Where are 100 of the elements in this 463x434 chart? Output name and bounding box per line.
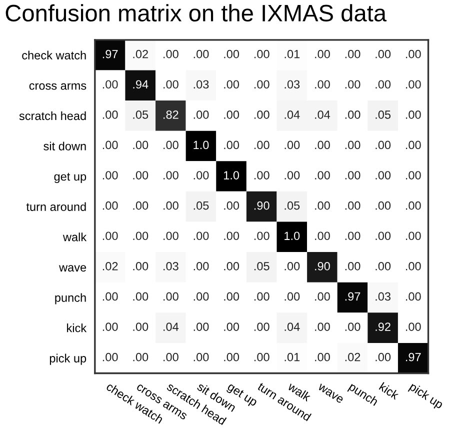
- data-label: .00: [102, 292, 118, 301]
- y-tick-label: kick: [67, 324, 87, 332]
- chart-title: Confusion matrix on the IXMAS data: [6, 4, 387, 22]
- data-label: .00: [315, 50, 330, 58]
- data-label: .00: [133, 201, 148, 210]
- data-label: 1.0: [224, 171, 240, 180]
- data-label: .00: [224, 262, 240, 270]
- data-label: .00: [102, 171, 118, 180]
- data-label: .00: [376, 262, 391, 270]
- data-label: .00: [345, 232, 360, 240]
- data-label: .00: [164, 171, 178, 180]
- y-tick-label: wave: [59, 265, 86, 272]
- data-label: .04: [284, 110, 300, 119]
- data-label: .00: [164, 50, 178, 58]
- data-label: .00: [224, 232, 240, 240]
- data-label: .00: [254, 50, 270, 58]
- data-label: .00: [254, 110, 270, 119]
- data-label: .82: [164, 110, 178, 119]
- data-label: .00: [254, 80, 270, 89]
- data-label: .00: [164, 292, 178, 301]
- data-label: .00: [194, 50, 209, 58]
- data-label: .00: [315, 232, 330, 240]
- data-label: 1.0: [284, 232, 300, 240]
- data-label: .00: [406, 80, 421, 89]
- data-label: .92: [376, 322, 390, 331]
- data-label: .00: [194, 322, 209, 331]
- data-label: .00: [315, 171, 330, 180]
- data-label: .00: [164, 232, 178, 240]
- data-label: .00: [345, 140, 360, 150]
- data-label: .00: [345, 262, 360, 270]
- data-label: .00: [224, 292, 240, 301]
- y-tick-label: walk: [62, 232, 87, 242]
- data-label: .00: [102, 232, 118, 240]
- data-label: .00: [376, 232, 391, 240]
- data-label: .94: [133, 80, 148, 89]
- data-label: .00: [133, 352, 148, 362]
- data-label: .00: [254, 292, 270, 301]
- data-label: .00: [406, 322, 421, 331]
- data-label: .00: [254, 171, 270, 180]
- data-label: .00: [345, 322, 360, 331]
- data-label: .00: [315, 80, 330, 89]
- data-label: .03: [194, 80, 209, 89]
- y-tick-label: turn around: [26, 202, 86, 211]
- data-label: .03: [164, 262, 178, 270]
- y-tick-label: get up: [54, 172, 86, 184]
- data-label: .00: [194, 292, 209, 301]
- data-label: .00: [406, 232, 421, 240]
- data-label: .00: [284, 292, 300, 301]
- data-label: .00: [376, 352, 391, 362]
- data-label: .00: [194, 262, 209, 270]
- data-label: .00: [284, 171, 300, 180]
- data-label: .97: [102, 50, 118, 58]
- data-label: .00: [224, 322, 240, 331]
- data-label: .00: [224, 110, 240, 119]
- data-label: .02: [133, 50, 148, 58]
- data-label: .00: [284, 140, 300, 150]
- data-label: .00: [102, 80, 118, 89]
- data-label: .00: [254, 140, 270, 150]
- data-label: .00: [224, 80, 240, 89]
- y-tick-label: cross arms: [29, 83, 86, 90]
- data-label: .00: [406, 201, 421, 210]
- data-label: .00: [102, 322, 118, 331]
- data-label: .00: [315, 140, 330, 150]
- data-label: .00: [315, 201, 330, 210]
- data-label: .00: [406, 110, 421, 119]
- x-tick-label: kick: [378, 382, 400, 400]
- data-label: .05: [194, 201, 209, 210]
- data-label: .00: [376, 50, 391, 58]
- data-label: .00: [284, 262, 300, 270]
- data-label: .02: [102, 262, 118, 270]
- data-label: .00: [102, 201, 118, 210]
- x-tick-label: pick up: [408, 382, 444, 411]
- data-label: .00: [164, 201, 178, 210]
- data-label: 1.0: [194, 140, 209, 150]
- data-label: .00: [102, 110, 118, 119]
- data-label: .01: [284, 352, 300, 362]
- data-label: .00: [133, 322, 148, 331]
- data-label: .01: [284, 50, 300, 58]
- data-label: .00: [406, 262, 421, 270]
- data-label: .00: [376, 201, 391, 210]
- data-label: .04: [284, 322, 300, 331]
- data-label: .00: [102, 352, 118, 362]
- data-label: .03: [376, 292, 391, 301]
- data-label: .00: [315, 322, 330, 331]
- data-label: .00: [102, 140, 118, 150]
- data-label: .00: [406, 50, 421, 58]
- y-tick-label: sit down: [44, 142, 86, 150]
- data-label: .00: [376, 80, 391, 89]
- data-label: .00: [345, 171, 360, 180]
- data-label: .90: [315, 262, 330, 270]
- data-label: .00: [133, 232, 148, 240]
- data-label: .00: [376, 140, 391, 150]
- y-tick-label: pick up: [50, 354, 86, 365]
- data-label: .00: [194, 232, 209, 240]
- data-label: .00: [133, 262, 148, 270]
- data-label: .04: [164, 322, 179, 331]
- x-tick-label: wave: [317, 383, 344, 404]
- data-label: .00: [164, 352, 178, 362]
- data-label: .00: [315, 292, 330, 301]
- data-label: .00: [406, 140, 421, 150]
